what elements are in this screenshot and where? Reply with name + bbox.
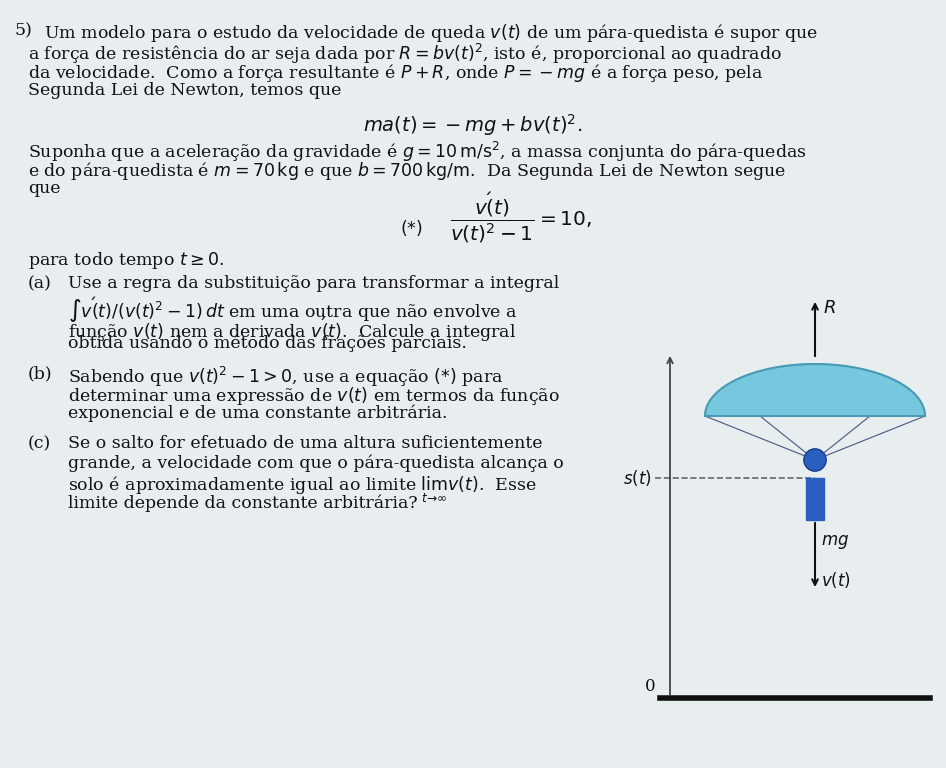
Circle shape bbox=[804, 449, 826, 471]
Text: $v(t)$: $v(t)$ bbox=[821, 570, 850, 590]
Text: $s(t)$: $s(t)$ bbox=[623, 468, 652, 488]
Text: limite depende da constante arbitrária?: limite depende da constante arbitrária? bbox=[68, 495, 417, 512]
Text: $R$: $R$ bbox=[823, 299, 836, 317]
Text: $mg$: $mg$ bbox=[821, 533, 850, 551]
Text: Sabendo que $v(t)^2-1>0$, use a equação $(*)$ para: Sabendo que $v(t)^2-1>0$, use a equação … bbox=[68, 365, 503, 389]
Text: Um modelo para o estudo da velocidade de queda $v(t)$ de um pára-quedista é supo: Um modelo para o estudo da velocidade de… bbox=[44, 22, 818, 44]
Text: 5): 5) bbox=[14, 22, 32, 39]
Bar bbox=[806, 478, 824, 520]
Text: obtida usando o método das frações parciais.: obtida usando o método das frações parci… bbox=[68, 335, 467, 353]
Text: função $v(t)$ nem a derivada $v\'(t)$.  Calcule a integral: função $v(t)$ nem a derivada $v\'(t)$. C… bbox=[68, 315, 517, 343]
Text: Se o salto for efetuado de uma altura suficientemente: Se o salto for efetuado de uma altura su… bbox=[68, 435, 542, 452]
Text: determinar uma expressão de $v(t)$ em termos da função: determinar uma expressão de $v(t)$ em te… bbox=[68, 385, 560, 407]
Text: 0: 0 bbox=[644, 678, 655, 695]
Text: Segunda Lei de Newton, temos que: Segunda Lei de Newton, temos que bbox=[28, 82, 342, 99]
Text: da velocidade.  Como a força resultante é $P+R$, onde $P=-mg$ é a força peso, pe: da velocidade. Como a força resultante é… bbox=[28, 62, 763, 84]
Text: e do pára-quedista é $m=70\,\mathrm{kg}$ e que $b=700\,\mathrm{kg/m}$.  Da Segun: e do pára-quedista é $m=70\,\mathrm{kg}$… bbox=[28, 160, 786, 182]
Text: a força de resistência do ar seja dada por $R=bv(t)^2$, isto é, proporcional ao : a força de resistência do ar seja dada p… bbox=[28, 42, 781, 66]
Text: (a): (a) bbox=[28, 275, 52, 292]
Text: $ma(t)=-mg+bv(t)^2.$: $ma(t)=-mg+bv(t)^2.$ bbox=[363, 112, 583, 138]
Text: solo é aproximadamente igual ao limite $\lim_{t\to\infty}v(t)$.  Esse: solo é aproximadamente igual ao limite $… bbox=[68, 475, 536, 505]
Text: $\int v\'(t)/(v(t)^2-1)\,dt$ em uma outra que não envolve a: $\int v\'(t)/(v(t)^2-1)\,dt$ em uma outr… bbox=[68, 295, 517, 325]
Text: (c): (c) bbox=[28, 435, 51, 452]
Text: $\dfrac{v\'(t)}{v(t)^2-1}=10,$: $\dfrac{v\'(t)}{v(t)^2-1}=10,$ bbox=[450, 190, 592, 246]
Text: Use a regra da substituição para transformar a integral: Use a regra da substituição para transfo… bbox=[68, 275, 559, 292]
Text: $(*)$: $(*)$ bbox=[400, 218, 423, 238]
Text: (b): (b) bbox=[28, 365, 53, 382]
Text: exponencial e de uma constante arbitrária.: exponencial e de uma constante arbitrári… bbox=[68, 405, 447, 422]
Text: para todo tempo $t\geq 0$.: para todo tempo $t\geq 0$. bbox=[28, 250, 224, 271]
Text: grande, a velocidade com que o pára-quedista alcança o: grande, a velocidade com que o pára-qued… bbox=[68, 455, 564, 472]
Text: que: que bbox=[28, 180, 61, 197]
Polygon shape bbox=[705, 364, 925, 416]
Text: Suponha que a aceleração da gravidade é $g=10\,\mathrm{m/s}^2$, a massa conjunta: Suponha que a aceleração da gravidade é … bbox=[28, 140, 807, 164]
